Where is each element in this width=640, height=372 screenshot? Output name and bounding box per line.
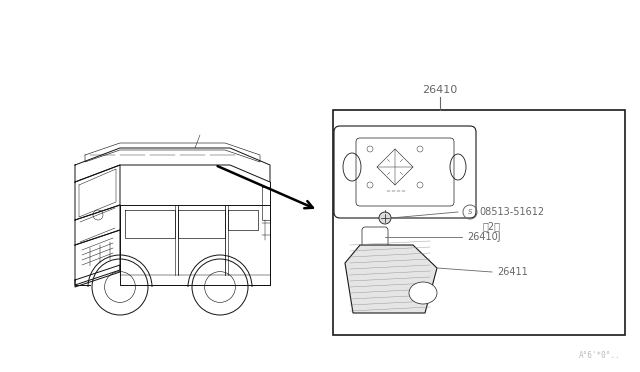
Text: 08513-51612: 08513-51612 [479, 207, 544, 217]
Text: 26410J: 26410J [467, 232, 500, 242]
Text: 26410: 26410 [422, 85, 458, 95]
Text: （2）: （2） [483, 221, 501, 231]
Bar [333, 110, 625, 335]
Text: A°6'*0°..: A°6'*0°.. [579, 351, 620, 360]
Text: 26411: 26411 [497, 267, 528, 277]
Ellipse shape [409, 282, 437, 304]
Text: S: S [468, 209, 472, 215]
Polygon shape [345, 245, 437, 313]
Circle shape [379, 212, 391, 224]
